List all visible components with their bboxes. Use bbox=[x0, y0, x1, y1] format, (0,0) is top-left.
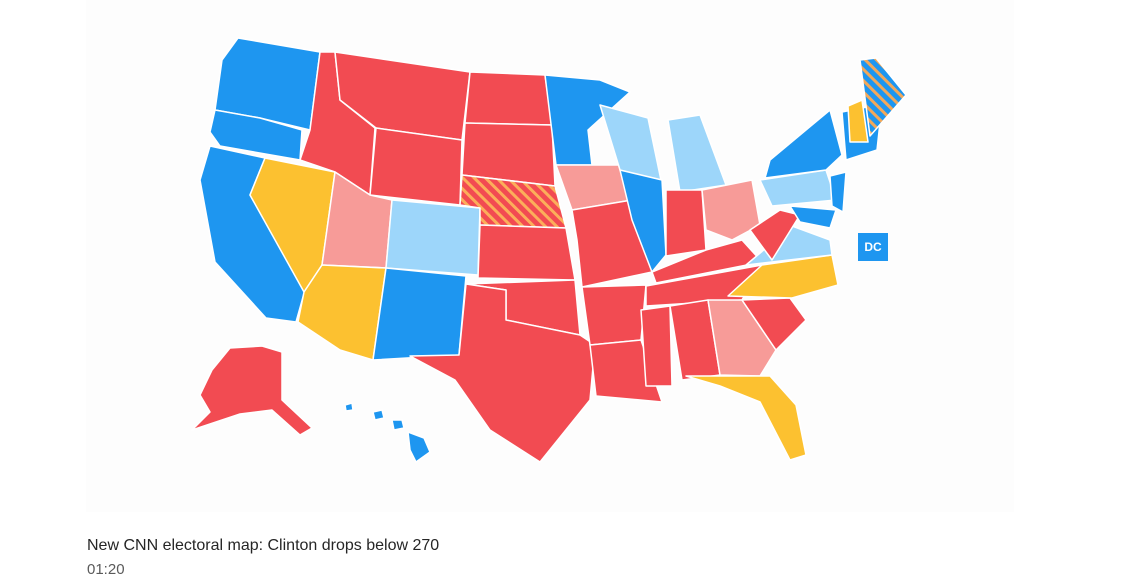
state-shape bbox=[665, 189, 707, 257]
state-shape bbox=[829, 171, 847, 213]
state-shape bbox=[409, 283, 596, 463]
dc-label: DC bbox=[864, 240, 882, 254]
video-duration: 01:20 bbox=[87, 561, 125, 578]
state-shape bbox=[372, 267, 467, 361]
state-shape bbox=[344, 402, 354, 412]
state-shape bbox=[701, 179, 761, 241]
video-caption[interactable]: New CNN electoral map: Clinton drops bel… bbox=[87, 537, 440, 554]
state-shape bbox=[640, 305, 673, 387]
state-shape bbox=[789, 205, 837, 229]
state-shape bbox=[667, 114, 727, 193]
state-shape bbox=[385, 199, 481, 276]
state-shape bbox=[372, 409, 385, 421]
state-shape bbox=[581, 284, 647, 346]
state-shape bbox=[651, 239, 763, 284]
electoral-map: DC bbox=[191, 37, 907, 463]
state-shape bbox=[859, 57, 907, 137]
dc-box bbox=[858, 233, 888, 261]
state-shape bbox=[727, 254, 839, 299]
state-shape bbox=[391, 419, 405, 431]
state-shape bbox=[369, 127, 463, 206]
state-shape bbox=[191, 345, 313, 436]
state-shape bbox=[764, 109, 843, 179]
state-shape bbox=[685, 375, 807, 461]
state-shape bbox=[464, 71, 553, 126]
state-shape bbox=[741, 297, 807, 351]
state-shape bbox=[707, 299, 777, 377]
state-shape bbox=[847, 99, 869, 143]
state-shape bbox=[407, 431, 431, 463]
state-shape bbox=[619, 169, 667, 273]
state-shape bbox=[477, 224, 576, 281]
